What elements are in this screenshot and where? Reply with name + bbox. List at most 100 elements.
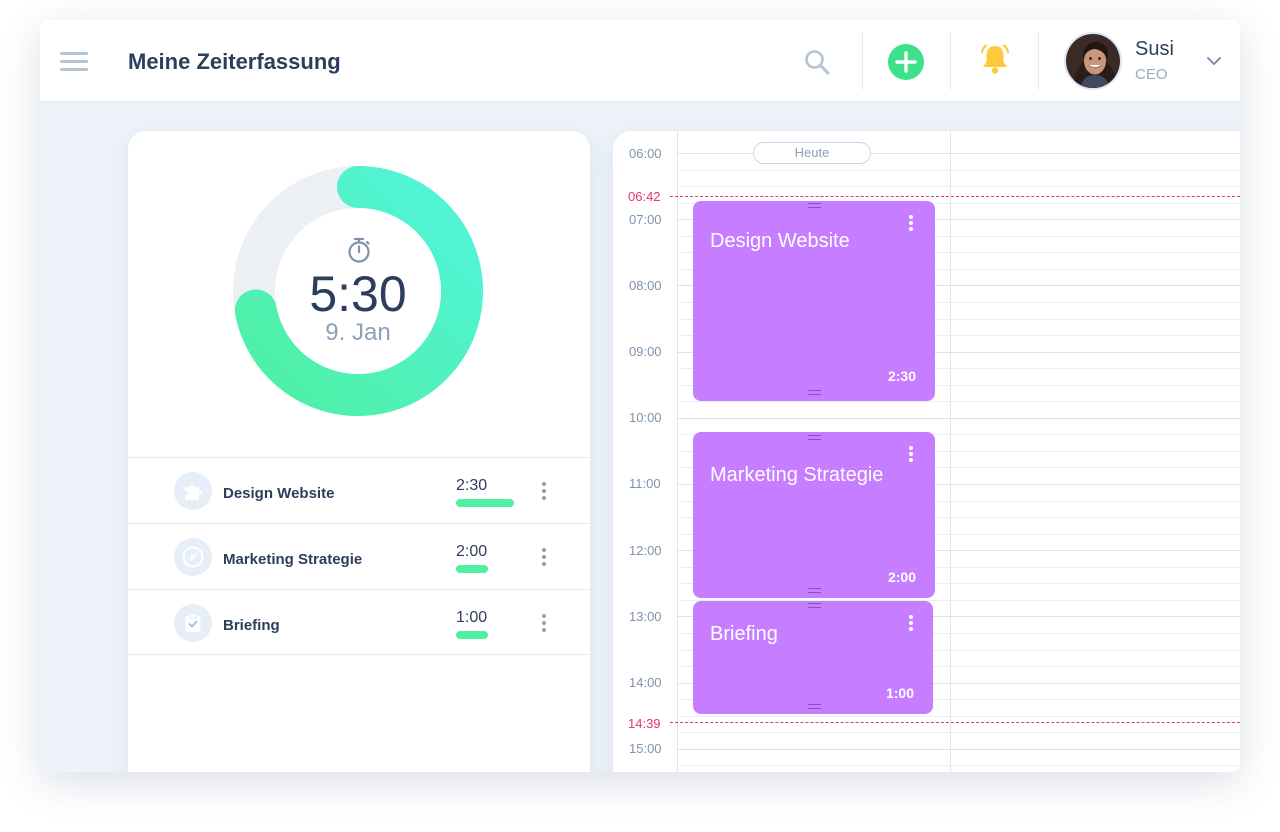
quarter-grid-line [677, 170, 1240, 171]
chevron-down-icon[interactable] [1206, 54, 1222, 68]
task-progress-bar [456, 565, 488, 573]
top-bar: Meine Zeiterfassung [40, 20, 1240, 102]
hour-label: 13:00 [629, 609, 662, 624]
quarter-grid-line [677, 699, 1240, 700]
start-time-line [670, 196, 1240, 197]
calendar-event[interactable]: Marketing Strategie 2:00 [693, 432, 935, 598]
quarter-grid-line [677, 368, 1240, 369]
hour-label: 12:00 [629, 543, 662, 558]
progress-center [275, 208, 441, 374]
quarter-grid-line [677, 600, 1240, 601]
more-vertical-icon[interactable] [907, 444, 915, 464]
more-vertical-icon[interactable] [907, 613, 915, 633]
hour-label: 07:00 [629, 212, 662, 227]
event-title: Briefing [710, 623, 778, 645]
timer-value: 5:30 [309, 266, 407, 322]
quarter-grid-line [677, 567, 1240, 568]
more-vertical-icon[interactable] [540, 480, 548, 502]
quarter-grid-line [677, 186, 1240, 187]
hour-label: 10:00 [629, 410, 662, 425]
avatar[interactable] [1064, 32, 1122, 90]
hamburger-icon[interactable] [60, 52, 88, 72]
task-progress-bar [456, 631, 488, 639]
hour-grid-line [677, 616, 1240, 617]
quarter-grid-line [677, 716, 1240, 717]
hour-grid-line [677, 418, 1240, 419]
stopwatch-icon [346, 236, 372, 264]
task-row[interactable]: Design Website 2:30 [128, 457, 590, 523]
quarter-grid-line [677, 583, 1240, 584]
more-vertical-icon[interactable] [540, 546, 548, 568]
end-time-line [670, 722, 1240, 723]
clipboard-check-icon [174, 604, 212, 642]
task-time: 2:30 [456, 477, 488, 494]
progress-ring [233, 166, 483, 416]
day-calendar[interactable]: 06:00 07:00 08:00 09:00 10:00 11:00 12:0… [613, 131, 1240, 772]
timer-card: 5:30 9. Jan Design Website 2:30 [128, 131, 590, 772]
quarter-grid-line [677, 236, 1240, 237]
puzzle-icon [174, 472, 212, 510]
task-name: Design Website [223, 485, 335, 502]
page-title: Meine Zeiterfassung [128, 49, 341, 74]
hour-grid-line [677, 484, 1240, 485]
quarter-grid-line [677, 467, 1240, 468]
quarter-grid-line [677, 203, 1240, 204]
plus-circle-icon[interactable] [888, 44, 924, 80]
quarter-grid-line [677, 269, 1240, 270]
toolbar-divider [1038, 32, 1039, 90]
quarter-grid-line [677, 252, 1240, 253]
hour-label: 06:00 [629, 146, 662, 161]
search-icon[interactable] [803, 48, 831, 76]
event-duration: 2:00 [887, 569, 916, 585]
task-row[interactable]: Briefing 1:00 [128, 589, 590, 655]
hour-grid-line [677, 550, 1240, 551]
quarter-grid-line [677, 666, 1240, 667]
timer-date: 9. Jan [325, 319, 391, 346]
task-row[interactable]: Marketing Strategie 2:00 [128, 523, 590, 589]
event-duration: 1:00 [885, 685, 914, 701]
calendar-event[interactable]: Design Website 2:30 [693, 201, 935, 401]
quarter-grid-line [677, 633, 1240, 634]
hour-label: 08:00 [629, 278, 662, 293]
quarter-grid-line [677, 335, 1240, 336]
quarter-grid-line [677, 319, 1240, 320]
bell-icon[interactable] [978, 42, 1012, 76]
resize-handle-bottom[interactable] [808, 588, 821, 593]
quarter-grid-line [677, 434, 1240, 435]
today-button[interactable]: Heute [753, 142, 871, 164]
quarter-grid-line [677, 517, 1240, 518]
more-vertical-icon[interactable] [540, 612, 548, 634]
more-vertical-icon[interactable] [907, 213, 915, 233]
hour-grid-line [677, 352, 1240, 353]
resize-handle-top[interactable] [808, 435, 821, 440]
resize-handle-bottom[interactable] [808, 704, 821, 709]
quarter-grid-line [677, 501, 1240, 502]
hour-label: 15:00 [629, 741, 662, 756]
resize-handle-top[interactable] [808, 203, 821, 208]
event-title: Marketing Strategie [710, 464, 884, 486]
quarter-grid-line [677, 650, 1240, 651]
quarter-grid-line [677, 451, 1240, 452]
quarter-grid-line [677, 385, 1240, 386]
app-window: Meine Zeiterfassung [40, 20, 1240, 772]
resize-handle-bottom[interactable] [808, 390, 821, 395]
quarter-grid-line [677, 534, 1240, 535]
progress-arc [234, 166, 483, 416]
calendar-event[interactable]: Briefing 1:00 [693, 601, 933, 714]
hour-grid-line [677, 749, 1240, 750]
hour-grid-line [677, 153, 1240, 154]
task-progress-bar [456, 499, 514, 507]
toolbar-divider [862, 32, 863, 90]
task-time: 1:00 [456, 609, 488, 626]
hour-grid-line [677, 219, 1240, 220]
toolbar-divider [950, 32, 951, 90]
user-role: CEO [1135, 66, 1168, 83]
event-duration: 2:30 [887, 368, 916, 384]
hour-label: 11:00 [629, 476, 661, 491]
hour-label: 14:00 [629, 675, 662, 690]
compass-icon [174, 538, 212, 576]
task-time: 2:00 [456, 543, 488, 560]
user-name: Susi [1135, 38, 1174, 60]
resize-handle-top[interactable] [808, 603, 821, 608]
quarter-grid-line [677, 302, 1240, 303]
